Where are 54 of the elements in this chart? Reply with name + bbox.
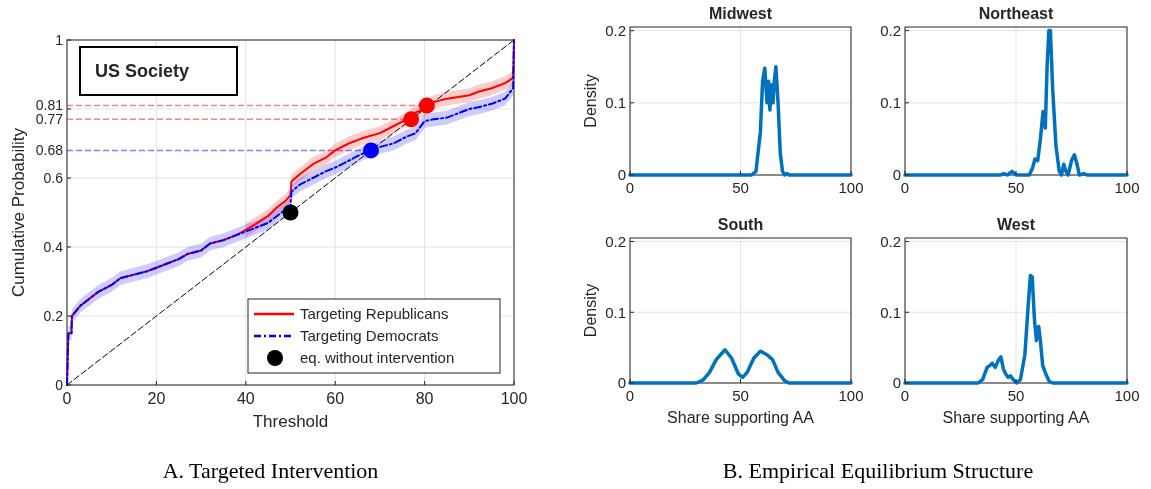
x-tick-label: 80	[415, 390, 434, 407]
x-axis-title: Share supporting AA	[667, 409, 815, 426]
y-tick-label: 0.1	[880, 94, 901, 112]
x-tick-label: 50	[1007, 387, 1025, 404]
x-tick-label: 60	[326, 390, 345, 407]
text: A. Targeted Intervention	[162, 458, 379, 483]
y-tick-label: 0.1	[880, 303, 901, 321]
x-tick-label: 100	[838, 387, 864, 404]
y-tick-label: 0.1	[605, 94, 626, 112]
x-tick-label: 50	[1007, 179, 1025, 196]
x-axis-title: Share supporting AA	[942, 409, 1090, 426]
x-tick-label: 20	[147, 390, 166, 407]
y-tick-label: 0.2	[605, 21, 626, 39]
x-tick-label: 100	[838, 179, 864, 196]
y-tick-label: 0.2	[605, 232, 626, 250]
y-tick-label: 0.2	[43, 307, 64, 324]
ref-line-label: 0.81	[35, 97, 64, 114]
y-tick-label: 0.2	[880, 21, 901, 39]
y-axis-title: Cumulative Probability	[9, 127, 28, 298]
x-tick-label: 50	[732, 179, 749, 196]
chart-title: Midwest	[708, 5, 773, 22]
chart-title: South	[717, 216, 764, 233]
point	[282, 204, 299, 221]
chart-title: Northeast	[978, 5, 1055, 22]
x-tick-label: 40	[236, 390, 255, 407]
y-axis-title: Density	[582, 283, 599, 338]
y-tick-label: 0	[892, 374, 901, 392]
y-tick-label: 0.1	[605, 303, 626, 321]
legend-label: Targeting Democrats	[300, 327, 439, 345]
x-tick-label: 100	[500, 390, 528, 407]
point	[403, 111, 420, 128]
y-tick-label: 0	[617, 166, 626, 184]
text: B. Empirical Equilibrium Structure	[722, 458, 1034, 483]
x-tick-label: 100	[1114, 179, 1140, 196]
y-tick-label: 0	[617, 374, 626, 392]
y-tick-label: 0.2	[880, 232, 901, 250]
x-axis-title: Threshold	[252, 412, 329, 431]
y-tick-label: 0	[55, 376, 64, 393]
y-tick-label: 0.6	[43, 169, 64, 186]
line-series	[903, 28, 1129, 177]
ref-line-label: 0.68	[35, 142, 64, 159]
legend-label: Targeting Republicans	[300, 305, 449, 323]
y-tick-label: 1	[55, 31, 64, 48]
x-tick-label: 100	[1114, 387, 1140, 404]
y-axis-title: Density	[582, 74, 599, 128]
ref-line-label: 0.77	[35, 111, 64, 128]
y-tick-label: 0.4	[43, 238, 64, 255]
y-tick-label: 0	[892, 166, 901, 184]
legend-label: eq. without intervention	[300, 349, 455, 367]
chart-title: West	[997, 216, 1036, 233]
annotation: US Society	[95, 61, 190, 82]
x-tick-label: 50	[732, 387, 749, 404]
point	[362, 142, 379, 159]
point	[418, 97, 435, 114]
